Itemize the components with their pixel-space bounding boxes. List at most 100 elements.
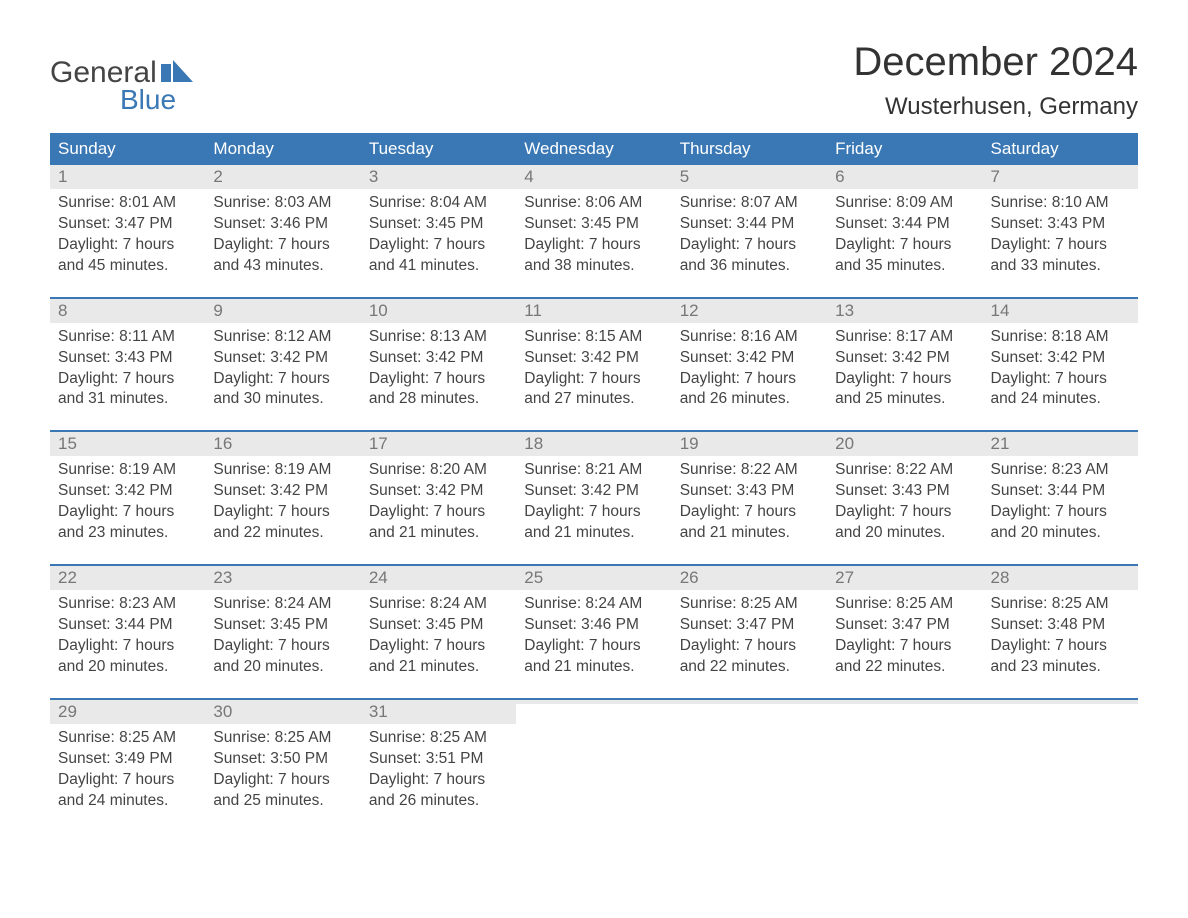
daynum-row: 8 bbox=[50, 299, 205, 323]
day-details: Sunrise: 8:07 AMSunset: 3:44 PMDaylight:… bbox=[680, 193, 819, 277]
day-details: Sunrise: 8:23 AMSunset: 3:44 PMDaylight:… bbox=[58, 594, 197, 678]
daynum-row: 5 bbox=[672, 165, 827, 189]
day-details: Sunrise: 8:25 AMSunset: 3:49 PMDaylight:… bbox=[58, 728, 197, 812]
day-number: 24 bbox=[369, 568, 388, 587]
day-details: Sunrise: 8:19 AMSunset: 3:42 PMDaylight:… bbox=[58, 460, 197, 544]
daynum-row: 9 bbox=[205, 299, 360, 323]
day-cell: 8Sunrise: 8:11 AMSunset: 3:43 PMDaylight… bbox=[50, 299, 205, 417]
day-details: Sunrise: 8:12 AMSunset: 3:42 PMDaylight:… bbox=[213, 327, 352, 411]
day-header: Sunday bbox=[50, 133, 205, 165]
daynum-row: 23 bbox=[205, 566, 360, 590]
day-number: 13 bbox=[835, 301, 854, 320]
day-cell: 3 Sunrise: 8:04 AMSunset: 3:45 PMDaylight… bbox=[361, 165, 516, 283]
daynum-row: 12 bbox=[672, 299, 827, 323]
day-cell: 2 Sunrise: 8:03 AMSunset: 3:46 PMDaylight… bbox=[205, 165, 360, 283]
daynum-row: 11 bbox=[516, 299, 671, 323]
day-number: 21 bbox=[991, 434, 1010, 453]
daynum-row: 18 bbox=[516, 432, 671, 456]
empty-cell bbox=[516, 700, 671, 818]
day-details: Sunrise: 8:06 AMSunset: 3:45 PMDaylight:… bbox=[524, 193, 663, 277]
day-number: 5 bbox=[680, 167, 689, 186]
day-number: 30 bbox=[213, 702, 232, 721]
day-details: Sunrise: 8:18 AMSunset: 3:42 PMDaylight:… bbox=[991, 327, 1130, 411]
day-cell: 28Sunrise: 8:25 AMSunset: 3:48 PMDayligh… bbox=[983, 566, 1138, 684]
daynum-row: 19 bbox=[672, 432, 827, 456]
daynum-row: 25 bbox=[516, 566, 671, 590]
day-header-row: SundayMondayTuesdayWednesdayThursdayFrid… bbox=[50, 133, 1138, 165]
daynum-row: 7 bbox=[983, 165, 1138, 189]
day-cell: 31Sunrise: 8:25 AMSunset: 3:51 PMDayligh… bbox=[361, 700, 516, 818]
day-details: Sunrise: 8:04 AMSunset: 3:45 PMDaylight:… bbox=[369, 193, 508, 277]
day-details: Sunrise: 8:22 AMSunset: 3:43 PMDaylight:… bbox=[835, 460, 974, 544]
daynum-row bbox=[983, 700, 1138, 704]
day-number: 17 bbox=[369, 434, 388, 453]
daynum-row: 15 bbox=[50, 432, 205, 456]
day-number: 3 bbox=[369, 167, 378, 186]
day-details: Sunrise: 8:19 AMSunset: 3:42 PMDaylight:… bbox=[213, 460, 352, 544]
day-cell: 25 Sunrise: 8:24 AMSunset: 3:46 PMDayligh… bbox=[516, 566, 671, 684]
week-row: 8Sunrise: 8:11 AMSunset: 3:43 PMDaylight… bbox=[50, 297, 1138, 417]
daynum-row bbox=[672, 700, 827, 704]
day-details: Sunrise: 8:16 AMSunset: 3:42 PMDaylight:… bbox=[680, 327, 819, 411]
day-details: Sunrise: 8:25 AMSunset: 3:47 PMDaylight:… bbox=[835, 594, 974, 678]
header: General Blue December 2024 Wusterhusen, … bbox=[50, 40, 1138, 121]
daynum-row bbox=[516, 700, 671, 704]
day-number: 29 bbox=[58, 702, 77, 721]
day-cell: 4 Sunrise: 8:06 AMSunset: 3:45 PMDaylight… bbox=[516, 165, 671, 283]
daynum-row: 27 bbox=[827, 566, 982, 590]
day-cell: 12 Sunrise: 8:16 AMSunset: 3:42 PMDayligh… bbox=[672, 299, 827, 417]
day-details: Sunrise: 8:24 AMSunset: 3:45 PMDaylight:… bbox=[213, 594, 352, 678]
day-cell: 7 Sunrise: 8:10 AMSunset: 3:43 PMDaylight… bbox=[983, 165, 1138, 283]
day-cell: 27 Sunrise: 8:25 AMSunset: 3:47 PMDayligh… bbox=[827, 566, 982, 684]
empty-cell bbox=[983, 700, 1138, 818]
daynum-row: 13 bbox=[827, 299, 982, 323]
day-details: Sunrise: 8:22 AMSunset: 3:43 PMDaylight:… bbox=[680, 460, 819, 544]
daynum-row: 4 bbox=[516, 165, 671, 189]
day-number: 20 bbox=[835, 434, 854, 453]
day-number: 31 bbox=[369, 702, 388, 721]
day-details: Sunrise: 8:03 AMSunset: 3:46 PMDaylight:… bbox=[213, 193, 352, 277]
daynum-row: 2 bbox=[205, 165, 360, 189]
empty-cell bbox=[827, 700, 982, 818]
day-number: 26 bbox=[680, 568, 699, 587]
day-header: Monday bbox=[205, 133, 360, 165]
day-header: Tuesday bbox=[361, 133, 516, 165]
week-row: 22 Sunrise: 8:23 AMSunset: 3:44 PMDayligh… bbox=[50, 564, 1138, 684]
day-number: 18 bbox=[524, 434, 543, 453]
week-row: 15 Sunrise: 8:19 AMSunset: 3:42 PMDayligh… bbox=[50, 430, 1138, 550]
day-details: Sunrise: 8:15 AMSunset: 3:42 PMDaylight:… bbox=[524, 327, 663, 411]
week-row: 1 Sunrise: 8:01 AMSunset: 3:47 PMDaylight… bbox=[50, 165, 1138, 283]
day-cell: 5 Sunrise: 8:07 AMSunset: 3:44 PMDaylight… bbox=[672, 165, 827, 283]
daynum-row: 30 bbox=[205, 700, 360, 724]
day-number: 11 bbox=[524, 301, 542, 320]
day-cell: 14 Sunrise: 8:18 AMSunset: 3:42 PMDayligh… bbox=[983, 299, 1138, 417]
logo: General Blue bbox=[50, 40, 195, 116]
day-details: Sunrise: 8:25 AMSunset: 3:48 PMDaylight:… bbox=[991, 594, 1130, 678]
day-cell: 1 Sunrise: 8:01 AMSunset: 3:47 PMDaylight… bbox=[50, 165, 205, 283]
day-cell: 22 Sunrise: 8:23 AMSunset: 3:44 PMDayligh… bbox=[50, 566, 205, 684]
day-cell: 18 Sunrise: 8:21 AMSunset: 3:42 PMDayligh… bbox=[516, 432, 671, 550]
calendar: SundayMondayTuesdayWednesdayThursdayFrid… bbox=[50, 133, 1138, 817]
day-cell: 24Sunrise: 8:24 AMSunset: 3:45 PMDayligh… bbox=[361, 566, 516, 684]
daynum-row: 21 bbox=[983, 432, 1138, 456]
day-header: Friday bbox=[827, 133, 982, 165]
day-details: Sunrise: 8:24 AMSunset: 3:46 PMDaylight:… bbox=[524, 594, 663, 678]
day-cell: 29 Sunrise: 8:25 AMSunset: 3:49 PMDayligh… bbox=[50, 700, 205, 818]
daynum-row: 29 bbox=[50, 700, 205, 724]
day-cell: 16Sunrise: 8:19 AMSunset: 3:42 PMDayligh… bbox=[205, 432, 360, 550]
day-number: 10 bbox=[369, 301, 388, 320]
day-details: Sunrise: 8:25 AMSunset: 3:50 PMDaylight:… bbox=[213, 728, 352, 812]
day-number: 4 bbox=[524, 167, 533, 186]
daynum-row: 22 bbox=[50, 566, 205, 590]
day-cell: 26Sunrise: 8:25 AMSunset: 3:47 PMDayligh… bbox=[672, 566, 827, 684]
day-number: 6 bbox=[835, 167, 844, 186]
day-number: 14 bbox=[991, 301, 1010, 320]
day-details: Sunrise: 8:21 AMSunset: 3:42 PMDaylight:… bbox=[524, 460, 663, 544]
daynum-row: 26 bbox=[672, 566, 827, 590]
day-details: Sunrise: 8:01 AMSunset: 3:47 PMDaylight:… bbox=[58, 193, 197, 277]
day-number: 1 bbox=[58, 167, 67, 186]
day-number: 22 bbox=[58, 568, 77, 587]
day-details: Sunrise: 8:10 AMSunset: 3:43 PMDaylight:… bbox=[991, 193, 1130, 277]
day-details: Sunrise: 8:13 AMSunset: 3:42 PMDaylight:… bbox=[369, 327, 508, 411]
day-cell: 11 Sunrise: 8:15 AMSunset: 3:42 PMDayligh… bbox=[516, 299, 671, 417]
